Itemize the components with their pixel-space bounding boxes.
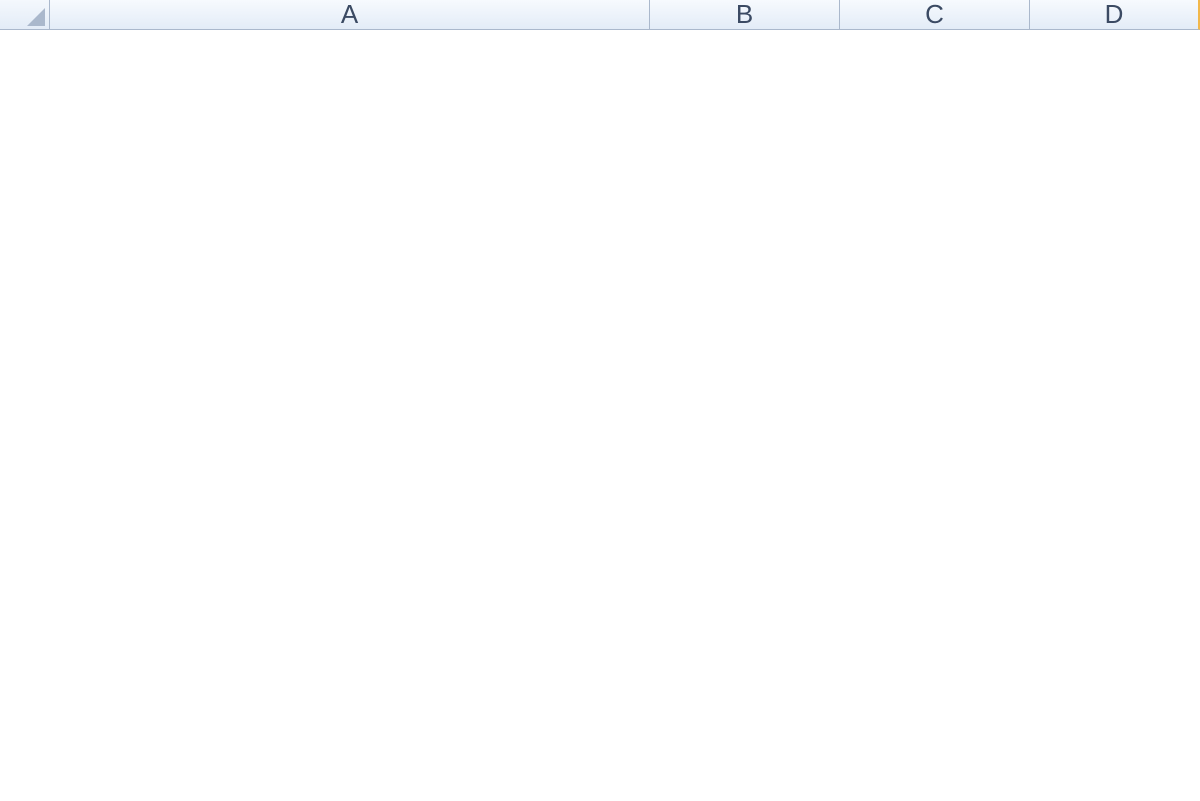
column-header-B[interactable]: B xyxy=(650,0,840,30)
select-all-corner[interactable] xyxy=(0,0,50,30)
column-header-D[interactable]: D xyxy=(1030,0,1200,30)
spreadsheet: ABCD xyxy=(0,0,1200,801)
column-header-C[interactable]: C xyxy=(840,0,1030,30)
grid: ABCD xyxy=(0,0,1200,30)
column-header-A[interactable]: A xyxy=(50,0,650,30)
